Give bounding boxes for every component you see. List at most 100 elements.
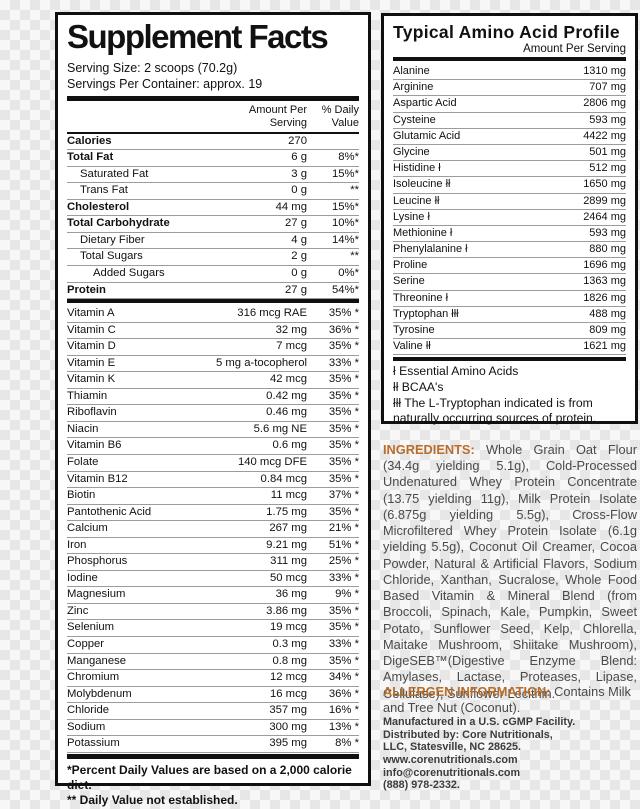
nutrient-daily-value: 35% * <box>328 505 359 518</box>
nutrient-label: Thiamin <box>67 389 108 402</box>
nutrient-row: Iodine 50 mcg 33% * <box>67 571 359 588</box>
amino-acid-row: Phenylalanine ł 880 mg <box>393 242 626 259</box>
amino-acid-amount: 1696 mg <box>583 259 626 272</box>
amino-acid-name: Histidine ł <box>393 162 441 175</box>
nutrient-row: Sodium 300 mg 13% * <box>67 720 359 737</box>
manufacturer-line: Distributed by: Core Nutritionals, <box>383 728 553 741</box>
amino-acid-name: Alanine <box>393 65 430 77</box>
nutrient-amount: 42 mcg <box>269 373 307 386</box>
nutrient-label: Iron <box>67 538 87 551</box>
nutrient-amount: 3.86 mg <box>266 604 307 617</box>
amino-acid-amount: 1650 mg <box>583 178 626 191</box>
amino-acid-amount: 501 mg <box>589 145 626 158</box>
amino-acid-row: Aspartic Acid 2806 mg <box>393 96 626 113</box>
nutrient-amount: 357 mg <box>269 704 307 717</box>
nutrient-amount: 0 g <box>291 184 307 197</box>
nutrient-amount: 311 mg <box>270 555 307 568</box>
allergen-paragraph: ALLERGEN INFORMATION: Contains Milk and … <box>383 684 637 717</box>
amino-acid-amount: 593 mg <box>589 113 626 126</box>
nutrient-amount: 11 mcg <box>270 489 307 502</box>
nutrient-label: Total Fat <box>67 151 114 164</box>
amino-acid-name: Valine łł <box>393 340 431 353</box>
nutrient-amount: 1.75 mg <box>266 505 307 518</box>
amino-acid-amount: 488 mg <box>589 307 626 320</box>
nutrient-row: Added Sugars 0 g 0%* <box>67 266 359 283</box>
nutrient-label: Molybdenum <box>67 687 132 700</box>
amino-legend-entry: łłł The L-Tryptophan indicated is from n… <box>393 395 597 426</box>
nutrient-row: Vitamin B6 0.6 mg 35% * <box>67 438 359 455</box>
nutrient-daily-value: 35% * <box>328 439 359 452</box>
nutrient-amount: 5.6 mg NE <box>253 422 307 435</box>
nutrient-row: Magnesium 36 mg 9% * <box>67 587 359 604</box>
ingredients-label: INGREDIENTS: <box>383 441 475 457</box>
amino-acid-amount: 880 mg <box>589 243 626 256</box>
nutrient-label: Vitamin E <box>67 356 116 369</box>
nutrient-row: Calcium 267 mg 21% * <box>67 521 359 538</box>
nutrient-daily-value: 35% * <box>328 373 359 386</box>
nutrient-label: Calories <box>67 134 112 147</box>
amino-acid-row: Serine 1363 mg <box>393 274 626 291</box>
manufacturer-line: LLC, Statesville, NC 28625. <box>383 741 522 754</box>
allergen-label: ALLERGEN INFORMATION: <box>383 683 551 699</box>
supplement-facts-panel: Supplement Facts Serving Size: 2 scoops … <box>55 12 371 807</box>
amino-acid-amount: 512 mg <box>589 162 626 175</box>
nutrient-label: Vitamin C <box>67 323 116 336</box>
nutrient-row: Copper 0.3 mg 33% * <box>67 637 359 654</box>
nutrient-daily-value: 35% * <box>328 472 359 485</box>
manufacturer-line: www.corenutritionals.com <box>383 753 518 766</box>
amino-acid-amount: 593 mg <box>589 226 626 239</box>
divider-thick <box>67 753 359 759</box>
supplement-facts-title: Supplement Facts <box>67 18 329 55</box>
nutrient-label: Niacin <box>67 422 99 435</box>
nutrient-amount: 50 mcg <box>269 571 307 584</box>
amino-acid-row: Alanine 1310 mg <box>393 64 626 81</box>
nutrient-amount: 300 mg <box>269 720 307 733</box>
nutrient-daily-value: 33% * <box>328 638 359 650</box>
amino-acid-name: Threonine ł <box>393 291 449 304</box>
amino-acid-amount: 707 mg <box>589 81 626 94</box>
nutrient-daily-value: 10%* <box>331 217 359 230</box>
amino-acid-name: Arginine <box>393 81 434 94</box>
nutrient-daily-value: 35% * <box>328 389 359 402</box>
nutrient-amount: 4 g <box>291 233 307 246</box>
nutrient-amount: 140 mcg DFE <box>237 455 307 468</box>
nutrient-row: Dietary Fiber 4 g 14%* <box>67 233 359 250</box>
nutrient-daily-value: 35% * <box>328 340 359 353</box>
nutrient-amount: 16 mcg <box>269 687 307 700</box>
amino-acid-amount: 1310 mg <box>583 65 626 77</box>
amino-acid-amount: 2899 mg <box>583 194 626 207</box>
amino-legend-entry: ł Essential Amino Acids <box>393 364 519 379</box>
nutrient-row: Vitamin D 7 mcg 35% * <box>67 339 359 356</box>
manufacturer-line: Manufactured in a U.S. cGMP Facility. <box>383 716 576 728</box>
divider-thick <box>67 299 359 304</box>
nutrient-daily-value: 25% * <box>328 555 359 568</box>
nutrient-label: Total Carbohydrate <box>67 217 170 230</box>
amino-acid-row: Isoleucine łł 1650 mg <box>393 177 626 194</box>
nutrient-daily-value: 35% * <box>328 604 359 617</box>
amino-acid-row: Threonine ł 1826 mg <box>393 291 626 307</box>
nutrient-label: Chloride <box>67 704 110 717</box>
nutrient-label: Sodium <box>67 720 106 733</box>
nutrient-row: Potassium 395 mg 8% * <box>67 736 359 753</box>
amino-acid-amount: 1621 mg <box>583 340 626 353</box>
nutrient-daily-value: 13% * <box>328 720 359 733</box>
nutrient-amount: 36 mg <box>275 588 307 601</box>
nutrient-label: Calcium <box>67 522 108 535</box>
nutrient-daily-value: 33% * <box>328 356 359 369</box>
nutrient-row: Vitamin E 5 mg a-tocopherol 33% * <box>67 356 359 373</box>
nutrient-label: Chromium <box>67 671 120 684</box>
nutrient-label: Vitamin D <box>67 340 116 353</box>
nutrient-daily-value: 0%* <box>338 266 359 279</box>
amino-acid-amount: 2806 mg <box>583 97 626 110</box>
nutrient-amount: 12 mcg <box>269 671 307 684</box>
nutrient-amount: 32 mg <box>275 323 307 336</box>
nutrient-row: Vitamin A 316 mcg RAE 35% * <box>67 306 359 323</box>
nutrient-row: Vitamin K 42 mcg 35% * <box>67 372 359 389</box>
footnote-not-established: ** Daily Value not established. <box>67 793 238 808</box>
nutrient-row: Calories 270 <box>67 134 359 151</box>
nutrient-row: Phosphorus 311 mg 25% * <box>67 554 359 571</box>
nutrient-label: Trans Fat <box>80 184 128 197</box>
nutrient-label: Iodine <box>67 571 98 584</box>
nutrient-amount: 5 mg a-tocopherol <box>215 356 307 369</box>
